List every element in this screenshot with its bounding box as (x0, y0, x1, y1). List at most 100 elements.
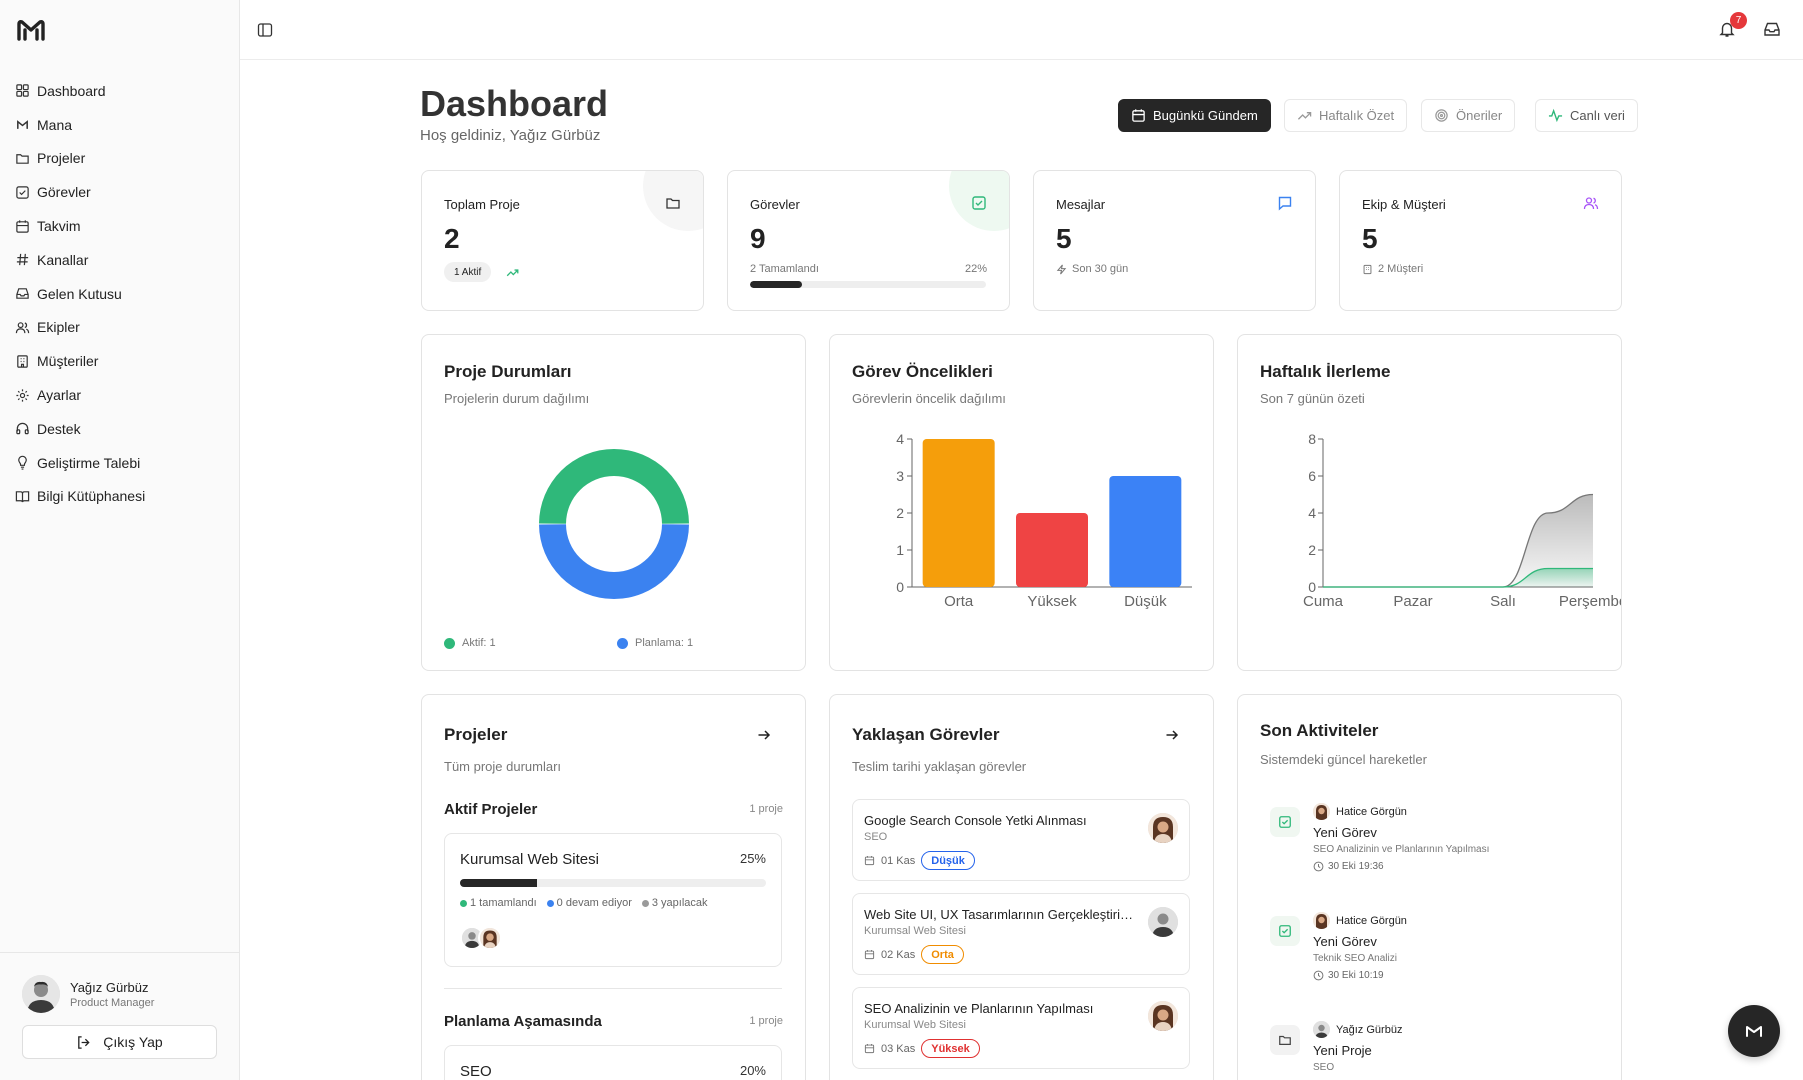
sidebar-item-dashboard[interactable]: Dashboard (0, 74, 240, 108)
sidebar-item-label: Mana (37, 116, 73, 133)
stat-card-team[interactable]: Ekip & Müşteri 5 2 Müşteri (1339, 170, 1622, 311)
avatar (1148, 907, 1178, 937)
sidebar-item-ayarlar[interactable]: Ayarlar (0, 378, 240, 412)
calendar-icon (864, 856, 875, 866)
activity-title: Yeni Görev (1313, 825, 1377, 840)
folder-icon (1279, 1035, 1291, 1045)
card-subtitle: Projelerin durum dağılımı (444, 391, 590, 406)
status-dot (460, 899, 467, 907)
y-tick-label: 3 (896, 468, 904, 484)
status-dot (641, 899, 649, 907)
project-card-kurumsal-web-sitesi[interactable]: Kurumsal Web Sitesi 25% 1 tamamlandı 0 d… (444, 833, 782, 967)
avatar (1313, 803, 1330, 820)
arrow-right-icon[interactable] (756, 727, 772, 743)
divider (444, 988, 782, 989)
task-date: 01 Kas Düşük (864, 851, 975, 870)
dashboard-grid-icon (16, 84, 29, 98)
activity-description: SEO Analizinin ve Planlarının Yapılması (1313, 844, 1490, 855)
project-percent: 20% (739, 1063, 766, 1078)
arrow-right-icon[interactable] (1164, 727, 1180, 743)
completed-label: 2 Tamamlandı (750, 263, 819, 275)
mana-logo-icon[interactable] (16, 17, 46, 43)
sidebar-item-kanallar[interactable]: Kanallar (0, 243, 240, 277)
card-title: Haftalık İlerleme (1260, 362, 1391, 381)
recent-activities-card: Son Aktiviteler Sistemdeki güncel hareke… (1237, 694, 1622, 1080)
sidebar-item-takvim[interactable]: Takvim (0, 209, 240, 243)
weekly-summary-button[interactable]: Haftalık Özet (1284, 99, 1408, 132)
activity-time: 30 Eki 10:19 (1313, 970, 1384, 981)
activity-type-icon (1270, 1025, 1300, 1055)
y-tick-label: 0 (1308, 579, 1316, 595)
sidebar-item-musteriler[interactable]: Müşteriler (0, 344, 240, 378)
project-percent: 25% (739, 851, 766, 866)
sidebar-item-gorevler[interactable]: Görevler (0, 175, 240, 209)
button-label: Haftalık Özet (1319, 108, 1395, 123)
sidebar-item-bilgi-kutuphanesi[interactable]: Bilgi Kütüphanesi (0, 480, 240, 514)
weekly-progress-card: Haftalık İlerleme Son 7 günün özeti 0 2 4 6… (1237, 334, 1622, 671)
activity-item[interactable]: Hatice Görgün Yeni Görev Teknik SEO Anal… (1260, 906, 1600, 1016)
task-name: SEO Analizinin ve Planlarının Yapılması (864, 1001, 1094, 1016)
today-agenda-button[interactable]: Bugünkü Gündem (1118, 99, 1271, 132)
stat-card-messages[interactable]: Mesajlar 5 Son 30 gün (1033, 170, 1316, 311)
card-subtitle: Görevlerin öncelik dağılımı (852, 391, 1006, 406)
bell-icon[interactable] (1718, 20, 1736, 38)
trending-up-icon (506, 269, 519, 277)
inbox-icon (16, 288, 29, 299)
series-line (1323, 567, 1593, 588)
task-item[interactable]: SEO Analizinin ve Planlarının Yapılması … (852, 987, 1190, 1069)
card-subtitle: Teslim tarihi yaklaşan görevler (852, 759, 1027, 774)
donut-slice-aktif (539, 448, 689, 524)
card-title: Son Aktiviteler (1260, 721, 1379, 740)
inbox-icon[interactable] (1763, 20, 1781, 38)
task-date-label: 02 Kas (881, 948, 916, 961)
avatar (22, 975, 60, 1013)
donut-chart (539, 448, 689, 600)
y-tick-label: 0 (896, 579, 904, 595)
avatar (478, 926, 502, 950)
project-card-seo[interactable]: SEO 20% (444, 1045, 782, 1080)
area-fill (1323, 494, 1593, 587)
notification-badge: 7 (1730, 12, 1747, 29)
mana-assistant-button[interactable] (1728, 1005, 1780, 1057)
percent-label: 22% (964, 263, 987, 275)
sidebar-item-destek[interactable]: Destek (0, 412, 240, 446)
sidebar-footer: Yağız Gürbüz Product Manager Çıkış Yap (0, 952, 240, 1080)
building-icon (17, 355, 28, 368)
sidebar-item-projeler[interactable]: Projeler (0, 142, 240, 176)
logout-button[interactable]: Çıkış Yap (22, 1025, 217, 1059)
sidebar-item-label: Görevler (37, 184, 91, 201)
task-item[interactable]: Web Site UI, UX Tasarımlarının Gerçekleş… (852, 893, 1190, 975)
legend-swatch (617, 637, 628, 649)
activity-item[interactable]: Hatice Görgün Yeni Görev SEO Analizinin … (1260, 797, 1600, 907)
task-date: 03 Kas Yüksek (864, 1039, 980, 1058)
y-tick-label: 2 (896, 505, 904, 521)
calendar-icon (16, 219, 29, 233)
user-profile[interactable]: Yağız Gürbüz Product Manager (22, 975, 154, 1013)
activity-user: Yağız Gürbüz (1313, 1021, 1402, 1038)
sidebar-item-gelen-kutusu[interactable]: Gelen Kutusu (0, 277, 240, 311)
sidebar-item-ekipler[interactable]: Ekipler (0, 311, 240, 345)
stat-card-projects[interactable]: Toplam Proje 2 1 Aktif (421, 170, 704, 311)
task-item[interactable]: Google Search Console Yetki Alınması SEO… (852, 799, 1190, 881)
sidebar-item-mana[interactable]: Mana (0, 108, 240, 142)
stat-todo-label: 3 yapılacak (651, 897, 708, 909)
sidebar: Dashboard Mana Projeler Görevler Takvim … (0, 0, 240, 1080)
active-projects-heading: Aktif Projeler (444, 801, 538, 818)
sidebar-toggle-icon[interactable] (257, 22, 273, 38)
sidebar-item-label: Ekipler (37, 319, 80, 336)
stat-card-tasks[interactable]: Görevler 9 2 Tamamlandı 22% (727, 170, 1010, 311)
bar-yüksek (1016, 513, 1088, 587)
activity-time-label: 30 Eki 19:36 (1328, 861, 1384, 872)
task-name: Google Search Console Yetki Alınması (864, 813, 1087, 828)
project-stats: 1 tamamlandı 0 devam ediyor 3 yapılacak (460, 897, 718, 909)
activity-item[interactable]: Yağız Gürbüz Yeni Proje SEO (1260, 1015, 1600, 1080)
sidebar-item-gelistirme-talebi[interactable]: Geliştirme Talebi (0, 446, 240, 480)
active-pill: 1 Aktif (444, 262, 492, 282)
stat-label: Mesajlar (1056, 197, 1106, 212)
task-priority-card: Görev Öncelikleri Görevlerin öncelik dağ… (829, 334, 1214, 671)
stat-todo: 3 yapılacak (641, 897, 708, 909)
suggestions-button[interactable]: Öneriler (1421, 99, 1516, 132)
activity-user-name: Hatice Görgün (1336, 805, 1407, 818)
sidebar-item-label: Kanallar (37, 251, 89, 268)
live-data-button[interactable]: Canlı veri (1535, 99, 1638, 132)
